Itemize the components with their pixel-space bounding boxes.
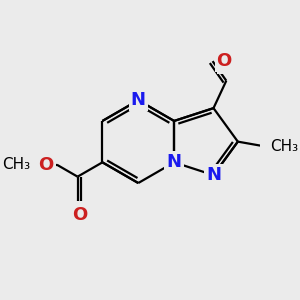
Text: N: N: [206, 166, 221, 184]
Text: O: O: [72, 206, 87, 224]
Text: CH₃: CH₃: [270, 139, 298, 154]
Text: O: O: [217, 52, 232, 70]
Text: N: N: [167, 153, 182, 171]
Text: H: H: [218, 58, 230, 73]
Text: O: O: [38, 156, 54, 174]
Text: N: N: [131, 91, 146, 109]
Text: CH₃: CH₃: [2, 157, 30, 172]
